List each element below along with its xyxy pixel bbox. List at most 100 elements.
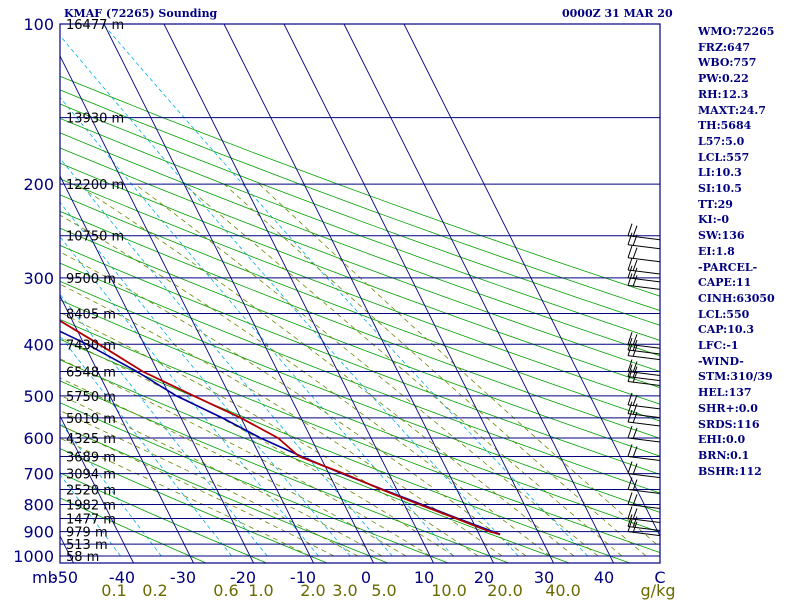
isotherm	[343, 24, 614, 563]
wind-barb-flag	[632, 345, 638, 357]
temperature-tick-label: 40	[594, 568, 614, 587]
index-entry: L57:5.0	[698, 134, 745, 148]
height-label: 1477 m	[66, 512, 116, 527]
height-label: 10750 m	[66, 230, 124, 245]
height-label: 12200 m	[66, 178, 124, 193]
height-label: 16477 m	[66, 18, 124, 33]
wind-barb	[627, 514, 661, 531]
dry-adiabat	[60, 380, 510, 563]
isotherm	[103, 24, 374, 563]
wind-barb-flag	[632, 247, 638, 259]
indices-panel: WMO:72265 FRZ:647 WBO:757 PW:0.22 RH:12.3 MAX…	[698, 24, 798, 479]
wind-barb-flag	[627, 506, 633, 519]
wind-barb-flag	[627, 273, 633, 286]
mixing-ratio-tick-label: 0.1	[101, 581, 126, 600]
wind-barb-flag	[632, 521, 638, 533]
index-entry: KI:-0	[698, 213, 729, 227]
index-entry: LCL:557	[698, 150, 750, 164]
wind-barb-flag	[627, 359, 633, 372]
moist-adiabat	[223, 183, 647, 557]
wind-barb-flag	[632, 275, 638, 287]
height-label: 3689 m	[66, 450, 116, 465]
pressure-tick-label: 500	[23, 387, 54, 406]
wind-barb-flag	[632, 427, 638, 440]
dry-adiabat	[60, 227, 660, 457]
index-entry: EI:1.8	[698, 244, 735, 258]
pressure-tick-label: 400	[23, 335, 54, 354]
wind-barb	[627, 223, 661, 241]
wind-barb	[627, 425, 661, 443]
index-entry: LI:10.3	[698, 166, 742, 180]
mixing-ratio-tick-label: 10.0	[431, 581, 467, 600]
height-label: 6548 m	[66, 366, 116, 381]
wind-barb-flag	[627, 425, 633, 439]
wind-barb-flag	[632, 479, 638, 491]
index-entry: PW:0.22	[698, 72, 749, 86]
dry-adiabat	[60, 117, 660, 341]
temperature-tick-label: C	[654, 568, 665, 587]
index-entry: SI:10.5	[698, 182, 742, 196]
dry-adiabat	[60, 89, 660, 311]
wind-barb-flag	[632, 234, 638, 246]
index-entry: MAXT:24.7	[698, 103, 766, 117]
wind-barb-flag	[627, 245, 633, 258]
wind-barb-flag	[632, 494, 638, 506]
index-entry: BRN:0.1	[698, 448, 750, 462]
index-entry: TT:29	[698, 197, 733, 211]
height-label: 5010 m	[66, 412, 116, 427]
wind-barb-flag	[627, 519, 633, 532]
wind-barb	[627, 343, 661, 361]
dry-adiabat	[60, 210, 660, 439]
moist-adiabat	[75, 183, 575, 557]
station-title: KMAF (72265) Sounding	[64, 7, 218, 20]
wind-barb	[627, 392, 661, 410]
height-label: 7430 m	[66, 338, 116, 353]
wind-barb-flag	[632, 508, 638, 520]
wind-barb-flag	[627, 232, 633, 245]
pressure-tick-label: 200	[23, 175, 54, 194]
valid-time: 0000Z 31 MAR 20	[562, 7, 673, 20]
wind-barb-flag	[627, 332, 633, 345]
dry-adiabat	[60, 359, 571, 563]
wind-barb-flag	[632, 361, 638, 373]
dry-adiabat	[60, 162, 660, 389]
index-entry: TH:5684	[698, 119, 752, 133]
pressure-tick-label: 100	[23, 15, 54, 34]
wind-barb	[627, 273, 661, 290]
isotherm	[0, 24, 14, 563]
wind-barb-flag	[632, 267, 638, 279]
temperature-tick-label: -30	[170, 568, 196, 587]
index-entry: SW:136	[698, 229, 745, 243]
dry-adiabat	[60, 132, 660, 357]
temperature-tick-label: -50	[52, 568, 78, 587]
moist-adiabat	[60, 394, 383, 557]
height-label: 5750 m	[66, 390, 116, 405]
wind-barb	[627, 461, 661, 479]
mixing-ratio-tick-label: 20.0	[487, 581, 523, 600]
height-label: 3094 m	[66, 468, 116, 483]
isotherm	[223, 24, 494, 563]
index-entry: WMO:72265	[698, 25, 775, 38]
wind-barb	[627, 265, 661, 283]
wind-barb	[627, 444, 661, 461]
wind-barb	[627, 332, 661, 349]
dry-adiabat	[60, 497, 208, 563]
isotherm	[283, 24, 554, 563]
temperature-tick-label: -40	[109, 568, 135, 587]
isotherm	[403, 24, 660, 538]
dry-adiabat	[60, 147, 660, 372]
wind-barb	[627, 359, 661, 377]
wind-barb-flag	[627, 257, 633, 271]
mixing-ratio-tick-label: 2.0	[300, 581, 325, 600]
index-entry: LFC:-1	[698, 339, 739, 353]
dry-adiabat	[60, 448, 329, 563]
wind-barb-flag	[627, 369, 633, 382]
index-entry: FRZ:647	[698, 40, 751, 54]
wind-barb-flag	[627, 392, 633, 406]
wind-barb	[627, 364, 661, 382]
mixing-ratio-unit-label: g/kg	[641, 581, 676, 600]
height-label: 4325 m	[66, 432, 116, 447]
temperature-tick-label: -20	[230, 568, 256, 587]
pressure-tick-label: 300	[23, 269, 54, 288]
